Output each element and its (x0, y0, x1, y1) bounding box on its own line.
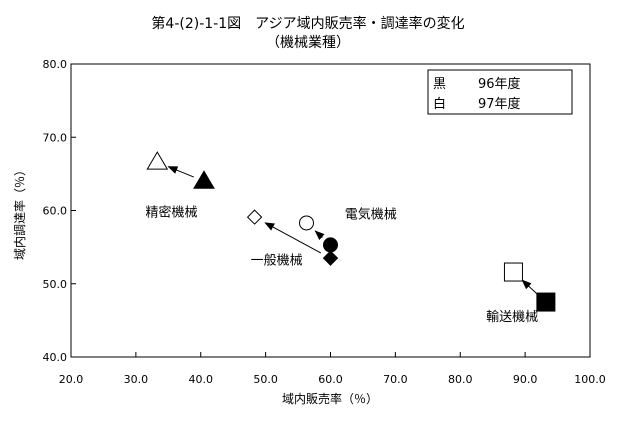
legend-box (427, 69, 573, 115)
legend-label-0: 96年度 (478, 76, 521, 92)
y-tick-label-1: 50.0 (43, 278, 68, 291)
annotation-0: 精密機械 (146, 204, 198, 220)
markers (146, 151, 556, 312)
annotation-2: 一般機械 (251, 253, 303, 269)
y-tick-label-4: 80.0 (43, 58, 68, 71)
marker-diamond-1-2 (246, 209, 263, 225)
legend-key-1: 白 (433, 96, 446, 112)
marker-triangle-0-0 (193, 170, 215, 189)
marker-diamond-0-2 (322, 250, 339, 266)
chart-title: 第4-(2)-1-1図 アジア域内販売率・調達率の変化 (151, 15, 464, 32)
marker-circle-1-1 (298, 215, 314, 231)
marker-square-1-3 (503, 262, 523, 282)
annotation-1: 電気機械 (345, 207, 397, 223)
marker-triangle-1-0 (146, 151, 169, 170)
x-tick-label-3: 50.0 (253, 373, 278, 386)
x-tick-label-5: 70.0 (383, 373, 408, 386)
chart-subtitle: （機械業種） (266, 35, 350, 51)
x-tick-label-2: 40.0 (189, 373, 214, 386)
arrow-3 (521, 279, 539, 295)
x-axis-label: 域内販売率（％） (282, 391, 378, 406)
x-tick-label-4: 60.0 (318, 373, 343, 386)
arrow-0 (167, 166, 194, 178)
arrow-1 (314, 230, 325, 241)
axes: 20.0 30.0 40.0 50.0 60.0 70.0 80.0 90.0 100.0 40.… (43, 58, 606, 386)
x-tick-label-6: 80.0 (448, 373, 473, 386)
x-tick-label-8: 100.0 (574, 373, 606, 386)
x-tick-label-0: 20.0 (59, 373, 84, 386)
x-tick-label-1: 30.0 (124, 373, 149, 386)
marker-circle-0-1 (323, 237, 338, 253)
marker-square-0-3 (536, 292, 556, 312)
legend-label-1: 97年度 (478, 96, 521, 112)
x-tick-label-7: 90.0 (513, 373, 538, 386)
annotation-3: 輸送機械 (486, 310, 538, 325)
y-axis-label: 域内調達率（％） (12, 164, 27, 260)
arrow-2 (264, 222, 322, 254)
arrows (167, 166, 539, 295)
legend-key-0: 黒 (433, 77, 446, 92)
y-tick-label-0: 40.0 (43, 351, 68, 364)
y-tick-label-3: 70.0 (43, 131, 68, 144)
y-tick-label-2: 60.0 (43, 205, 68, 218)
